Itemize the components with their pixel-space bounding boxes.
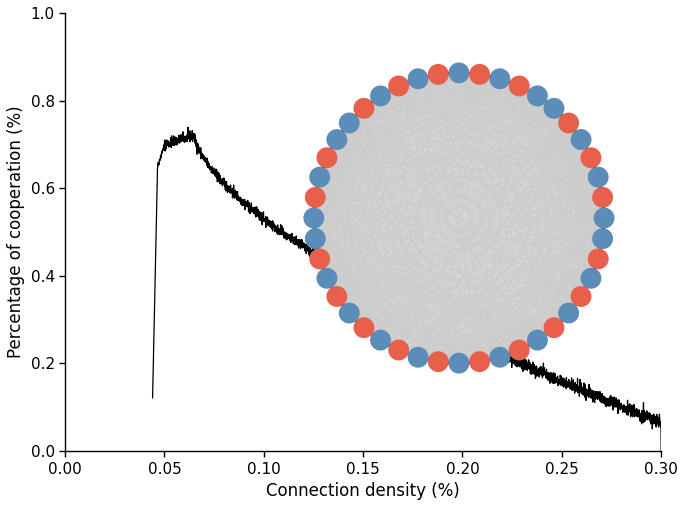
Circle shape bbox=[571, 129, 591, 150]
Circle shape bbox=[370, 330, 391, 350]
Circle shape bbox=[580, 147, 601, 168]
Circle shape bbox=[592, 228, 613, 249]
Circle shape bbox=[327, 129, 347, 150]
Circle shape bbox=[543, 317, 564, 338]
Circle shape bbox=[469, 64, 490, 85]
Circle shape bbox=[428, 351, 449, 372]
Circle shape bbox=[558, 303, 579, 323]
Circle shape bbox=[305, 187, 326, 208]
Circle shape bbox=[316, 268, 338, 289]
Circle shape bbox=[509, 340, 530, 360]
Circle shape bbox=[594, 207, 614, 229]
Circle shape bbox=[353, 98, 375, 119]
Circle shape bbox=[428, 64, 449, 85]
Circle shape bbox=[309, 167, 330, 188]
Circle shape bbox=[327, 286, 347, 307]
Circle shape bbox=[489, 347, 510, 368]
Circle shape bbox=[588, 167, 609, 188]
Circle shape bbox=[509, 76, 530, 96]
Circle shape bbox=[527, 86, 548, 106]
Circle shape bbox=[388, 340, 409, 360]
Circle shape bbox=[449, 353, 469, 374]
Circle shape bbox=[353, 317, 375, 338]
Circle shape bbox=[580, 268, 601, 289]
Circle shape bbox=[408, 68, 429, 89]
Circle shape bbox=[314, 73, 604, 363]
X-axis label: Connection density (%): Connection density (%) bbox=[266, 482, 460, 500]
Circle shape bbox=[543, 98, 564, 119]
Circle shape bbox=[588, 248, 609, 269]
Circle shape bbox=[558, 113, 579, 133]
Y-axis label: Percentage of cooperation (%): Percentage of cooperation (%) bbox=[7, 105, 25, 358]
Circle shape bbox=[316, 147, 338, 168]
Circle shape bbox=[571, 286, 591, 307]
Circle shape bbox=[527, 330, 548, 350]
Circle shape bbox=[309, 248, 330, 269]
Circle shape bbox=[388, 76, 409, 96]
Circle shape bbox=[370, 86, 391, 106]
Circle shape bbox=[408, 347, 429, 368]
Circle shape bbox=[449, 62, 469, 83]
Circle shape bbox=[305, 228, 326, 249]
Circle shape bbox=[339, 303, 360, 323]
Circle shape bbox=[303, 207, 324, 229]
Circle shape bbox=[339, 113, 360, 133]
Circle shape bbox=[469, 351, 490, 372]
Circle shape bbox=[489, 68, 510, 89]
Circle shape bbox=[592, 187, 613, 208]
